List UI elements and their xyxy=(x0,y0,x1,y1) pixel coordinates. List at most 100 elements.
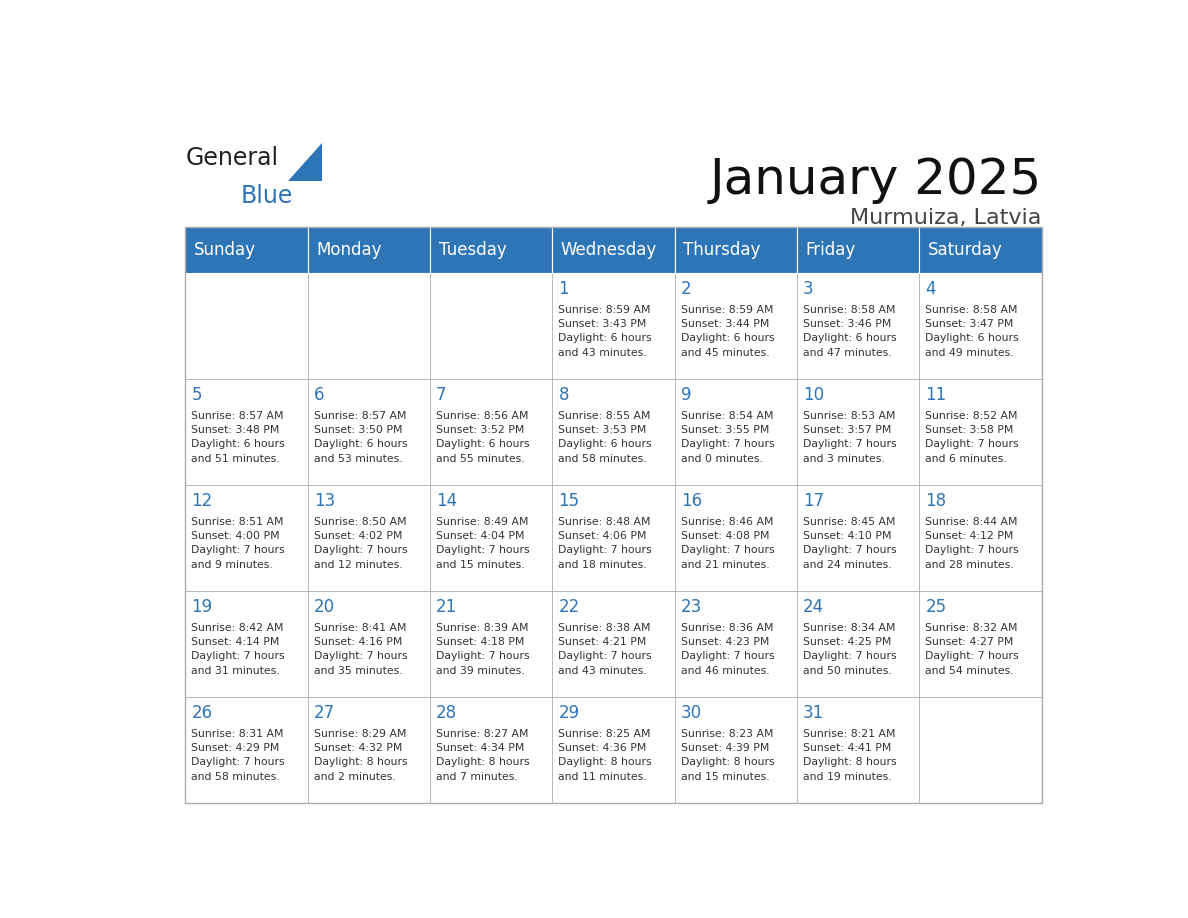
Text: 22: 22 xyxy=(558,599,580,616)
Text: 15: 15 xyxy=(558,492,580,510)
Bar xyxy=(308,227,430,273)
Bar xyxy=(552,227,675,273)
Bar xyxy=(920,591,1042,697)
Text: Sunrise: 8:58 AM
Sunset: 3:47 PM
Daylight: 6 hours
and 49 minutes.: Sunrise: 8:58 AM Sunset: 3:47 PM Dayligh… xyxy=(925,305,1019,358)
Text: 21: 21 xyxy=(436,599,457,616)
Bar xyxy=(675,697,797,803)
Text: Sunrise: 8:41 AM
Sunset: 4:16 PM
Daylight: 7 hours
and 35 minutes.: Sunrise: 8:41 AM Sunset: 4:16 PM Dayligh… xyxy=(314,622,407,676)
Text: Sunrise: 8:36 AM
Sunset: 4:23 PM
Daylight: 7 hours
and 46 minutes.: Sunrise: 8:36 AM Sunset: 4:23 PM Dayligh… xyxy=(681,622,775,676)
Text: 16: 16 xyxy=(681,492,702,510)
Bar xyxy=(797,697,920,803)
Bar xyxy=(308,697,430,803)
Text: Sunrise: 8:29 AM
Sunset: 4:32 PM
Daylight: 8 hours
and 2 minutes.: Sunrise: 8:29 AM Sunset: 4:32 PM Dayligh… xyxy=(314,729,407,782)
Bar xyxy=(552,273,675,379)
Bar xyxy=(430,591,552,697)
Bar xyxy=(675,379,797,485)
Bar xyxy=(797,273,920,379)
Text: Saturday: Saturday xyxy=(928,241,1003,259)
Text: Sunrise: 8:55 AM
Sunset: 3:53 PM
Daylight: 6 hours
and 58 minutes.: Sunrise: 8:55 AM Sunset: 3:53 PM Dayligh… xyxy=(558,410,652,464)
Text: Sunrise: 8:25 AM
Sunset: 4:36 PM
Daylight: 8 hours
and 11 minutes.: Sunrise: 8:25 AM Sunset: 4:36 PM Dayligh… xyxy=(558,729,652,782)
Text: 31: 31 xyxy=(803,704,824,722)
Bar xyxy=(430,697,552,803)
Text: Sunrise: 8:21 AM
Sunset: 4:41 PM
Daylight: 8 hours
and 19 minutes.: Sunrise: 8:21 AM Sunset: 4:41 PM Dayligh… xyxy=(803,729,897,782)
Text: Sunrise: 8:46 AM
Sunset: 4:08 PM
Daylight: 7 hours
and 21 minutes.: Sunrise: 8:46 AM Sunset: 4:08 PM Dayligh… xyxy=(681,517,775,570)
Bar xyxy=(920,485,1042,591)
Text: 24: 24 xyxy=(803,599,824,616)
Text: 8: 8 xyxy=(558,386,569,404)
Text: Thursday: Thursday xyxy=(683,241,760,259)
Polygon shape xyxy=(289,143,322,181)
Text: Sunrise: 8:44 AM
Sunset: 4:12 PM
Daylight: 7 hours
and 28 minutes.: Sunrise: 8:44 AM Sunset: 4:12 PM Dayligh… xyxy=(925,517,1019,570)
Bar xyxy=(552,485,675,591)
Bar xyxy=(920,379,1042,485)
Bar xyxy=(185,697,308,803)
Bar xyxy=(797,591,920,697)
Text: 19: 19 xyxy=(191,599,213,616)
Text: Blue: Blue xyxy=(240,185,293,208)
Text: January 2025: January 2025 xyxy=(709,156,1042,204)
Text: 17: 17 xyxy=(803,492,824,510)
Text: 7: 7 xyxy=(436,386,447,404)
Text: Sunrise: 8:45 AM
Sunset: 4:10 PM
Daylight: 7 hours
and 24 minutes.: Sunrise: 8:45 AM Sunset: 4:10 PM Dayligh… xyxy=(803,517,897,570)
Text: Murmuiza, Latvia: Murmuiza, Latvia xyxy=(851,207,1042,228)
Text: 20: 20 xyxy=(314,599,335,616)
Text: 4: 4 xyxy=(925,280,936,298)
Text: 27: 27 xyxy=(314,704,335,722)
Bar xyxy=(552,697,675,803)
Text: Sunrise: 8:50 AM
Sunset: 4:02 PM
Daylight: 7 hours
and 12 minutes.: Sunrise: 8:50 AM Sunset: 4:02 PM Dayligh… xyxy=(314,517,407,570)
Text: Monday: Monday xyxy=(316,241,381,259)
Bar xyxy=(430,227,552,273)
Text: Sunrise: 8:54 AM
Sunset: 3:55 PM
Daylight: 7 hours
and 0 minutes.: Sunrise: 8:54 AM Sunset: 3:55 PM Dayligh… xyxy=(681,410,775,464)
Text: Sunrise: 8:31 AM
Sunset: 4:29 PM
Daylight: 7 hours
and 58 minutes.: Sunrise: 8:31 AM Sunset: 4:29 PM Dayligh… xyxy=(191,729,285,782)
Text: 1: 1 xyxy=(558,280,569,298)
Bar xyxy=(675,591,797,697)
Bar xyxy=(185,273,308,379)
Text: Sunrise: 8:51 AM
Sunset: 4:00 PM
Daylight: 7 hours
and 9 minutes.: Sunrise: 8:51 AM Sunset: 4:00 PM Dayligh… xyxy=(191,517,285,570)
Bar xyxy=(308,591,430,697)
Text: 28: 28 xyxy=(436,704,457,722)
Text: 6: 6 xyxy=(314,386,324,404)
Text: Sunrise: 8:53 AM
Sunset: 3:57 PM
Daylight: 7 hours
and 3 minutes.: Sunrise: 8:53 AM Sunset: 3:57 PM Dayligh… xyxy=(803,410,897,464)
Bar xyxy=(675,485,797,591)
Bar xyxy=(430,273,552,379)
Text: Sunrise: 8:27 AM
Sunset: 4:34 PM
Daylight: 8 hours
and 7 minutes.: Sunrise: 8:27 AM Sunset: 4:34 PM Dayligh… xyxy=(436,729,530,782)
Text: Sunrise: 8:48 AM
Sunset: 4:06 PM
Daylight: 7 hours
and 18 minutes.: Sunrise: 8:48 AM Sunset: 4:06 PM Dayligh… xyxy=(558,517,652,570)
Text: 5: 5 xyxy=(191,386,202,404)
Bar xyxy=(920,697,1042,803)
Text: 14: 14 xyxy=(436,492,457,510)
Text: Sunrise: 8:42 AM
Sunset: 4:14 PM
Daylight: 7 hours
and 31 minutes.: Sunrise: 8:42 AM Sunset: 4:14 PM Dayligh… xyxy=(191,622,285,676)
Text: 13: 13 xyxy=(314,492,335,510)
Bar xyxy=(675,227,797,273)
Bar xyxy=(797,227,920,273)
Bar xyxy=(797,485,920,591)
Bar xyxy=(185,227,1042,803)
Text: 29: 29 xyxy=(558,704,580,722)
Text: 23: 23 xyxy=(681,599,702,616)
Text: General: General xyxy=(185,145,278,170)
Bar xyxy=(920,273,1042,379)
Bar xyxy=(308,485,430,591)
Bar xyxy=(430,485,552,591)
Text: Sunrise: 8:52 AM
Sunset: 3:58 PM
Daylight: 7 hours
and 6 minutes.: Sunrise: 8:52 AM Sunset: 3:58 PM Dayligh… xyxy=(925,410,1019,464)
Bar xyxy=(552,379,675,485)
Bar xyxy=(430,379,552,485)
Bar xyxy=(797,379,920,485)
Text: 10: 10 xyxy=(803,386,824,404)
Text: Sunrise: 8:58 AM
Sunset: 3:46 PM
Daylight: 6 hours
and 47 minutes.: Sunrise: 8:58 AM Sunset: 3:46 PM Dayligh… xyxy=(803,305,897,358)
Bar xyxy=(185,485,308,591)
Text: Friday: Friday xyxy=(805,241,855,259)
Text: Sunrise: 8:57 AM
Sunset: 3:50 PM
Daylight: 6 hours
and 53 minutes.: Sunrise: 8:57 AM Sunset: 3:50 PM Dayligh… xyxy=(314,410,407,464)
Text: Sunrise: 8:49 AM
Sunset: 4:04 PM
Daylight: 7 hours
and 15 minutes.: Sunrise: 8:49 AM Sunset: 4:04 PM Dayligh… xyxy=(436,517,530,570)
Bar xyxy=(675,273,797,379)
Bar xyxy=(308,379,430,485)
Text: 2: 2 xyxy=(681,280,691,298)
Text: Sunrise: 8:57 AM
Sunset: 3:48 PM
Daylight: 6 hours
and 51 minutes.: Sunrise: 8:57 AM Sunset: 3:48 PM Dayligh… xyxy=(191,410,285,464)
Bar xyxy=(920,227,1042,273)
Bar xyxy=(185,227,308,273)
Text: Sunrise: 8:34 AM
Sunset: 4:25 PM
Daylight: 7 hours
and 50 minutes.: Sunrise: 8:34 AM Sunset: 4:25 PM Dayligh… xyxy=(803,622,897,676)
Text: Tuesday: Tuesday xyxy=(438,241,506,259)
Text: 12: 12 xyxy=(191,492,213,510)
Text: Sunrise: 8:59 AM
Sunset: 3:44 PM
Daylight: 6 hours
and 45 minutes.: Sunrise: 8:59 AM Sunset: 3:44 PM Dayligh… xyxy=(681,305,775,358)
Bar xyxy=(185,591,308,697)
Text: 30: 30 xyxy=(681,704,702,722)
